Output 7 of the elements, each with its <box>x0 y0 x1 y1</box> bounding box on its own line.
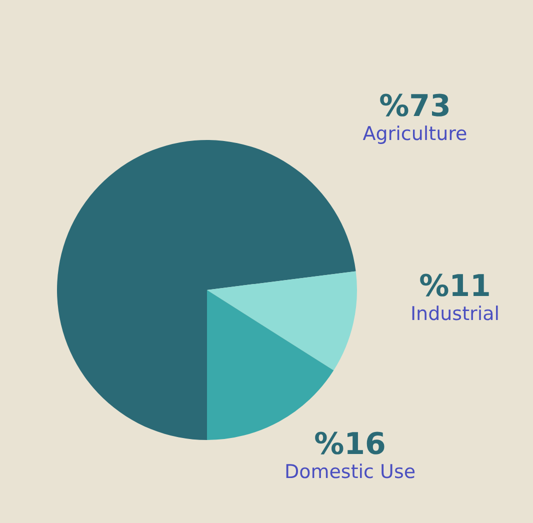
pie-slice <box>207 271 357 370</box>
data-label: %73 <box>379 89 451 124</box>
slice-label: Domestic Use <box>284 461 416 483</box>
data-label: %11 <box>419 269 491 304</box>
slice-label: Agriculture <box>362 123 468 145</box>
data-label: %16 <box>314 427 386 462</box>
slice-label: Industrial <box>410 303 500 325</box>
